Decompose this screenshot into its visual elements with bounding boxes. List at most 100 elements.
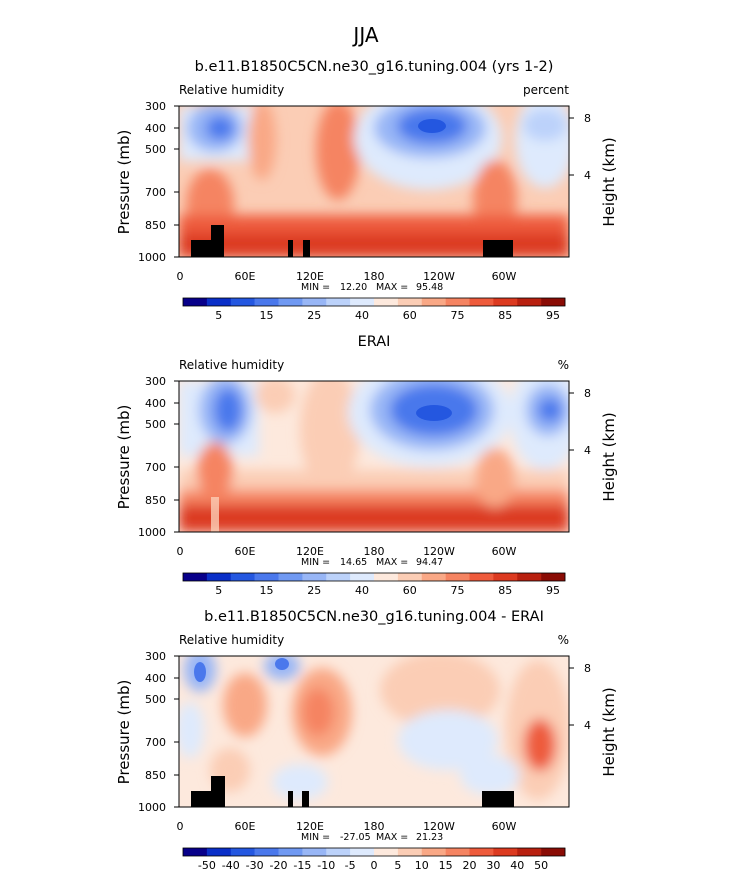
colorbar-swatch (206, 848, 232, 856)
colorbar-swatch (469, 573, 494, 581)
y-axis-label-right: Height (km) (600, 137, 618, 226)
colorbar-swatch (541, 573, 566, 581)
colorbar-label: 60 (403, 584, 417, 597)
colorbar-swatch (445, 298, 470, 306)
colorbar-label: -20 (270, 859, 288, 872)
right-label: % (558, 358, 569, 372)
max-value: 94.47 (416, 557, 443, 568)
x-tick: 120E (296, 270, 324, 283)
x-tick: 120W (423, 820, 455, 833)
max-value: 21.23 (416, 832, 443, 843)
max-value: 95.48 (416, 282, 443, 293)
y-tick: 1000 (138, 251, 166, 264)
colorbar-swatch (183, 298, 208, 306)
plot-frame (178, 105, 570, 258)
panel-2: ERAI Relative humidity % (115, 334, 618, 597)
y-axis-label: Pressure (mb) (115, 680, 133, 785)
colorbar: 5 15 25 40 60 75 85 95 (182, 572, 566, 597)
colorbar-swatch (230, 848, 255, 856)
colorbar-swatch (254, 573, 279, 581)
x-ticks: 0 60E 120E 180 120W 60W (177, 270, 517, 283)
x-tick: 0 (177, 270, 184, 283)
field-plot (179, 106, 569, 257)
colorbar-swatch (326, 848, 351, 856)
y-tick: 700 (145, 461, 166, 474)
x-tick: 60W (492, 545, 517, 558)
colorbar-swatch (517, 298, 542, 306)
colorbar-swatch (278, 573, 303, 581)
left-label: Relative humidity (179, 358, 284, 372)
y-tick: 1000 (138, 526, 166, 539)
y-ticks-right: 8 4 (584, 387, 591, 457)
max-label: MAX = (376, 557, 408, 568)
y-tick-marks (174, 105, 574, 258)
colorbar-label: 30 (486, 859, 500, 872)
colorbar-label: -5 (345, 859, 356, 872)
colorbar-swatch (541, 298, 566, 306)
x-tick: 180 (364, 820, 385, 833)
colorbar-swatch (206, 298, 232, 306)
y-tick: 1000 (138, 801, 166, 814)
colorbar-label: 5 (215, 584, 222, 597)
y-tick-marks (174, 380, 574, 533)
colorbar-label: 5 (394, 859, 401, 872)
colorbar-swatch (206, 573, 232, 581)
colorbar-swatch (469, 848, 494, 856)
y-axis-label-right: Height (km) (600, 687, 618, 776)
min-value: -27.05 (340, 832, 371, 843)
colorbar-swatch (397, 848, 423, 856)
colorbar-label: 40 (355, 584, 369, 597)
y-ticks: 300 400 500 700 850 1000 (138, 100, 166, 264)
colorbar-swatch (183, 848, 208, 856)
colorbar-swatch (397, 298, 423, 306)
colorbar-swatch (374, 298, 399, 306)
y-ticks-right: 8 4 (584, 662, 591, 732)
colorbar-swatch (254, 848, 279, 856)
colorbar: -50 -40 -30 -20 -15 -10 -5 0 5 10 15 20 30 40 50 (182, 847, 566, 872)
x-tick: 120W (423, 545, 455, 558)
y-tick: 400 (145, 122, 166, 135)
y-tick-right: 4 (584, 169, 591, 182)
x-tick: 60E (235, 270, 256, 283)
colorbar-label: 25 (307, 584, 321, 597)
min-label: MIN = (301, 832, 330, 843)
max-label: MAX = (376, 832, 408, 843)
colorbar-label: 60 (403, 309, 417, 322)
panel-3: b.e11.B1850C5CN.ne30_g16.tuning.004 - ER… (115, 609, 618, 872)
colorbar: 5 15 25 40 60 75 85 95 (182, 297, 566, 322)
colorbar-swatch (374, 848, 399, 856)
colorbar-swatch (302, 573, 327, 581)
right-label: percent (523, 83, 569, 97)
y-tick: 300 (145, 650, 166, 663)
y-tick: 300 (145, 100, 166, 113)
colorbar-label: 5 (215, 309, 222, 322)
colorbar-label: 0 (371, 859, 378, 872)
x-ticks: 0 60E 120E 180 120W 60W (177, 545, 517, 558)
colorbar-swatch (493, 848, 518, 856)
colorbar-swatch (469, 298, 494, 306)
y-tick: 500 (145, 418, 166, 431)
colorbar-swatch (350, 573, 375, 581)
colorbar-label: -40 (222, 859, 240, 872)
plot-frame (178, 380, 570, 533)
colorbar-swatch (302, 298, 327, 306)
y-tick-right: 8 (584, 112, 591, 125)
colorbar-swatch (493, 298, 518, 306)
x-tick: 60W (492, 270, 517, 283)
y-tick: 300 (145, 375, 166, 388)
colorbar-swatch (302, 848, 327, 856)
max-label: MAX = (376, 282, 408, 293)
colorbar-label: 20 (463, 859, 477, 872)
min-max-stats: MIN = 14.65 MAX = 94.47 (301, 557, 443, 568)
x-ticks: 0 60E 120E 180 120W 60W (177, 820, 517, 833)
colorbar-frame (182, 572, 566, 582)
x-tick: 60E (235, 820, 256, 833)
x-tick: 180 (364, 545, 385, 558)
x-tick: 0 (177, 820, 184, 833)
panel-title: b.e11.B1850C5CN.ne30_g16.tuning.004 - ER… (204, 609, 544, 625)
y-tick: 700 (145, 736, 166, 749)
colorbar-swatch (445, 573, 470, 581)
colorbar-swatch (254, 298, 279, 306)
y-axis-label-right: Height (km) (600, 412, 618, 501)
